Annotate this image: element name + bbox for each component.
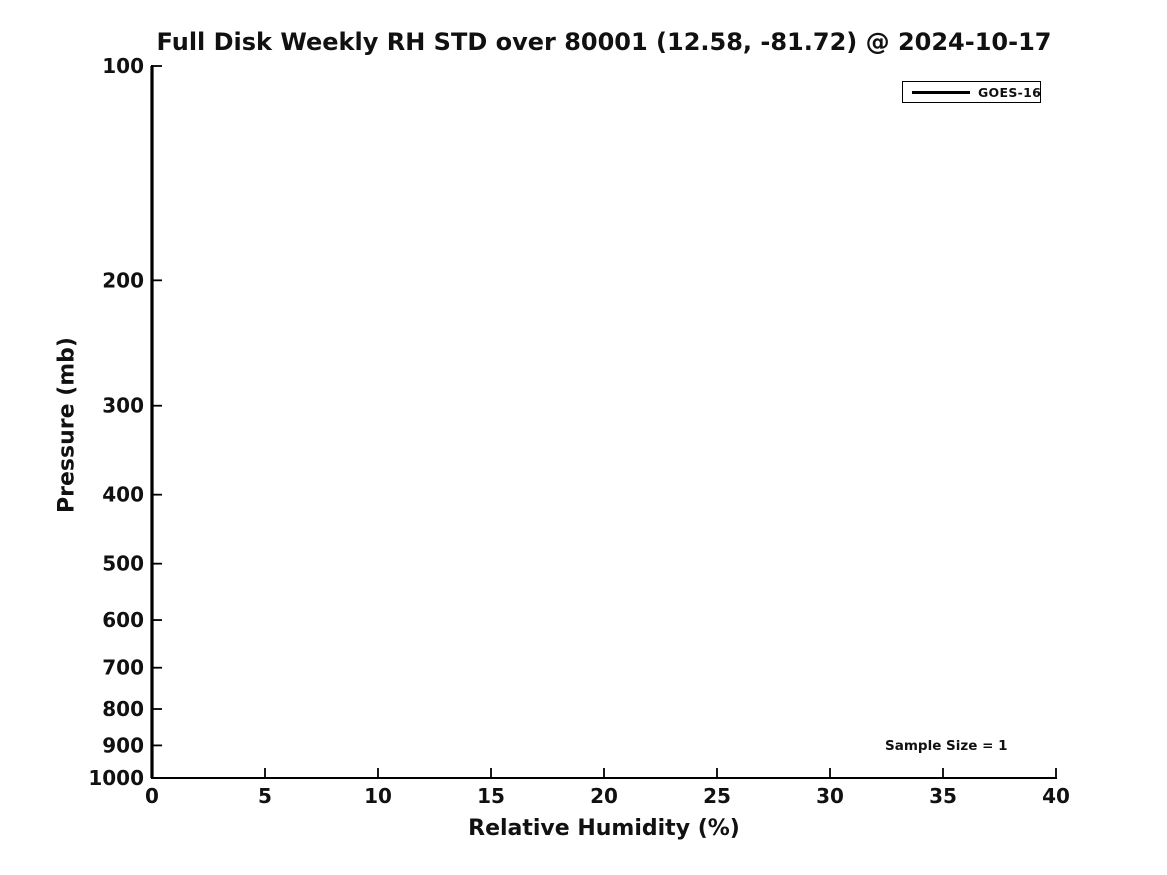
y-tick-label: 900: [102, 733, 144, 757]
x-tick-label: 30: [816, 784, 844, 808]
x-tick-label: 20: [590, 784, 618, 808]
x-tick-label: 40: [1042, 784, 1070, 808]
y-tick-label: 800: [102, 697, 144, 721]
y-tick-label: 400: [102, 483, 144, 507]
x-tick-label: 10: [364, 784, 392, 808]
x-tick-label: 15: [477, 784, 505, 808]
x-tick-label: 5: [258, 784, 272, 808]
x-axis-label: Relative Humidity (%): [468, 816, 740, 841]
y-tick-label: 100: [102, 54, 144, 78]
y-tick-label: 300: [102, 394, 144, 418]
y-tick-label: 600: [102, 608, 144, 632]
y-tick-label: 1000: [88, 766, 144, 790]
legend: GOES-16: [902, 81, 1041, 103]
y-tick-label: 500: [102, 552, 144, 576]
legend-line-swatch: [912, 90, 970, 94]
y-tick-label: 200: [102, 268, 144, 292]
y-tick-label: 700: [102, 656, 144, 680]
x-tick-label: 35: [929, 784, 957, 808]
x-tick-label: 25: [703, 784, 731, 808]
legend-label: GOES-16: [978, 84, 1042, 100]
chart-title: Full Disk Weekly RH STD over 80001 (12.5…: [156, 28, 1052, 56]
x-tick-label: 0: [145, 784, 159, 808]
sample-size-annotation: Sample Size = 1: [885, 738, 1008, 754]
